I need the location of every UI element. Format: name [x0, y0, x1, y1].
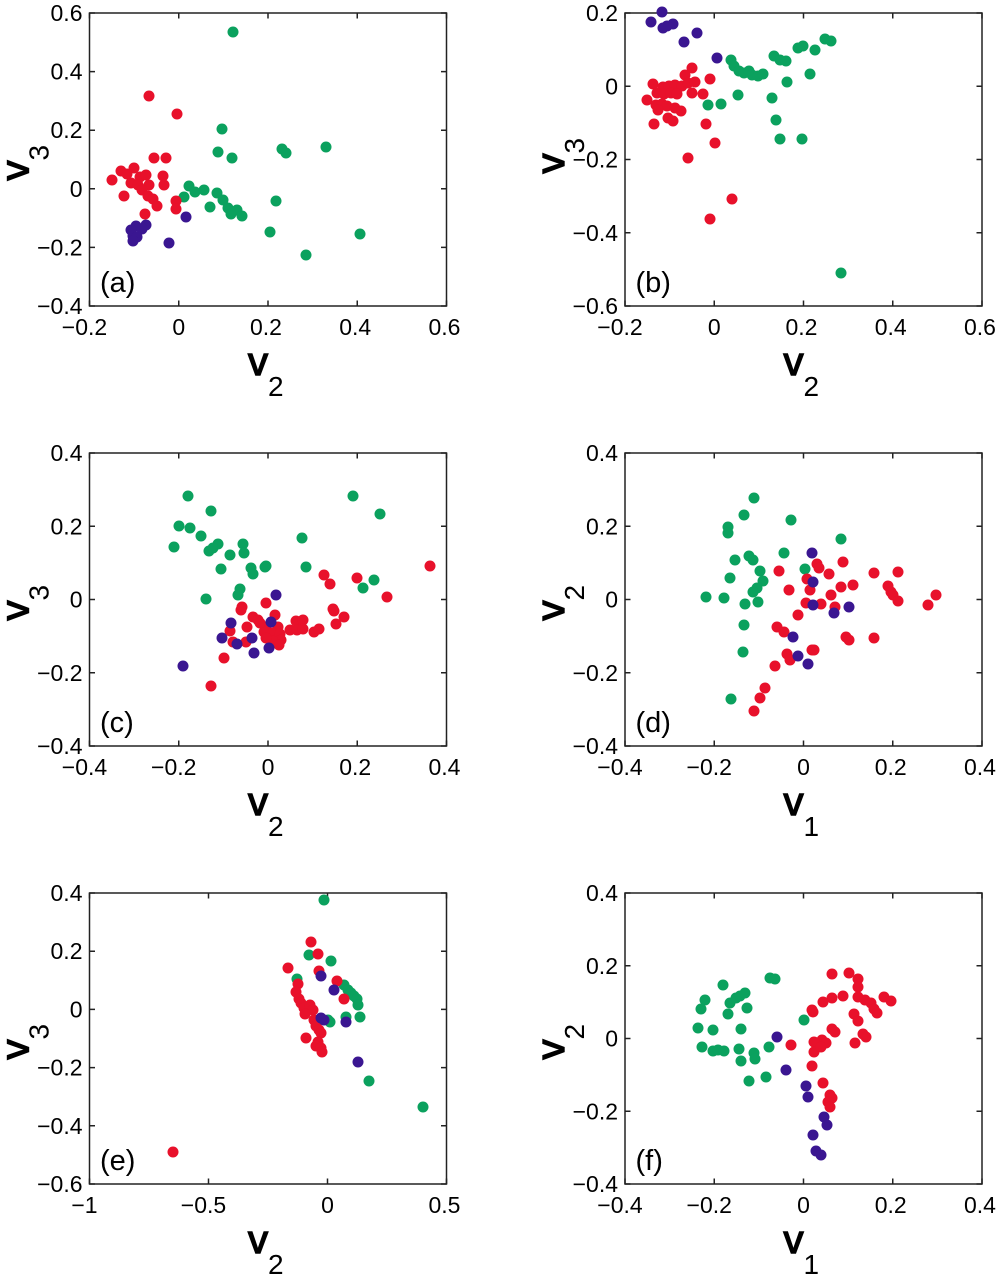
svg-text:−0.6: −0.6 — [573, 293, 618, 319]
svg-text:(f): (f) — [636, 1145, 663, 1177]
svg-text:0.2: 0.2 — [51, 513, 83, 539]
svg-text:0.2: 0.2 — [51, 938, 83, 964]
svg-text:0.4: 0.4 — [51, 440, 83, 466]
svg-text:−0.4: −0.4 — [597, 754, 643, 780]
svg-text:0: 0 — [605, 73, 618, 99]
svg-text:−0.5: −0.5 — [181, 1192, 226, 1218]
svg-text:0: 0 — [605, 587, 618, 613]
svg-text:0.2: 0.2 — [786, 314, 818, 340]
svg-text:0: 0 — [172, 314, 185, 340]
svg-text:0.2: 0.2 — [586, 513, 618, 539]
svg-text:−0.2: −0.2 — [687, 754, 732, 780]
svg-text:0.4: 0.4 — [875, 314, 907, 340]
svg-text:0.4: 0.4 — [586, 880, 618, 906]
svg-text:−0.2: −0.2 — [37, 234, 82, 260]
svg-text:0.5: 0.5 — [429, 1192, 461, 1218]
svg-text:0.2: 0.2 — [51, 117, 83, 143]
svg-text:0.4: 0.4 — [586, 440, 618, 466]
svg-text:0.6: 0.6 — [51, 0, 83, 26]
svg-text:−0.4: −0.4 — [37, 1113, 83, 1139]
svg-text:−0.2: −0.2 — [573, 147, 618, 173]
svg-text:0.6: 0.6 — [964, 314, 996, 340]
svg-text:0.2: 0.2 — [586, 953, 618, 979]
svg-text:−0.2: −0.2 — [37, 660, 82, 686]
svg-text:0: 0 — [797, 1192, 810, 1218]
svg-text:−0.4: −0.4 — [37, 293, 83, 319]
svg-text:−0.2: −0.2 — [687, 1192, 732, 1218]
svg-text:(c): (c) — [100, 707, 134, 739]
svg-text:0.2: 0.2 — [586, 0, 618, 26]
svg-text:0.4: 0.4 — [51, 59, 83, 85]
svg-text:0: 0 — [70, 996, 83, 1022]
svg-text:0.2: 0.2 — [250, 314, 282, 340]
svg-text:(b): (b) — [636, 267, 671, 299]
svg-text:0.4: 0.4 — [51, 880, 83, 906]
svg-text:0.4: 0.4 — [429, 754, 461, 780]
svg-text:−0.2: −0.2 — [573, 1098, 618, 1124]
svg-text:0.2: 0.2 — [875, 1192, 907, 1218]
svg-text:−0.6: −0.6 — [37, 1171, 82, 1197]
svg-text:0: 0 — [262, 754, 275, 780]
svg-text:0: 0 — [70, 176, 83, 202]
svg-text:−0.4: −0.4 — [573, 220, 619, 246]
svg-text:−0.2: −0.2 — [597, 314, 642, 340]
svg-text:0: 0 — [321, 1192, 334, 1218]
svg-text:0: 0 — [605, 1026, 618, 1052]
svg-text:−0.4: −0.4 — [573, 733, 619, 759]
svg-text:−1: −1 — [71, 1192, 97, 1218]
svg-text:−0.4: −0.4 — [37, 733, 83, 759]
svg-text:(e): (e) — [100, 1145, 135, 1177]
svg-text:−0.2: −0.2 — [151, 754, 196, 780]
svg-text:0.4: 0.4 — [339, 314, 371, 340]
svg-text:−0.4: −0.4 — [62, 754, 108, 780]
svg-text:(a): (a) — [100, 267, 135, 299]
svg-text:0.4: 0.4 — [964, 754, 996, 780]
svg-text:−0.4: −0.4 — [597, 1192, 643, 1218]
svg-text:−0.4: −0.4 — [573, 1171, 619, 1197]
svg-text:0: 0 — [70, 587, 83, 613]
svg-text:0: 0 — [708, 314, 721, 340]
svg-text:0.6: 0.6 — [429, 314, 461, 340]
svg-text:(d): (d) — [636, 707, 671, 739]
svg-text:−0.2: −0.2 — [62, 314, 107, 340]
svg-text:0.2: 0.2 — [339, 754, 371, 780]
svg-text:−0.2: −0.2 — [37, 1055, 82, 1081]
svg-text:0.2: 0.2 — [875, 754, 907, 780]
svg-text:0.4: 0.4 — [964, 1192, 996, 1218]
svg-text:0: 0 — [797, 754, 810, 780]
svg-text:−0.2: −0.2 — [573, 660, 618, 686]
